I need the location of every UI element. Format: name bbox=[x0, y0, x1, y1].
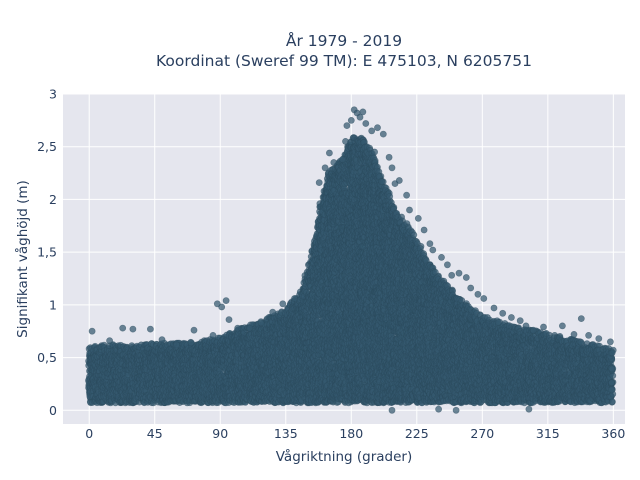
scatter-chart: 0 45 90 135 180 225 270 315 360 00,511,522,53 År… bbox=[0, 0, 640, 480]
